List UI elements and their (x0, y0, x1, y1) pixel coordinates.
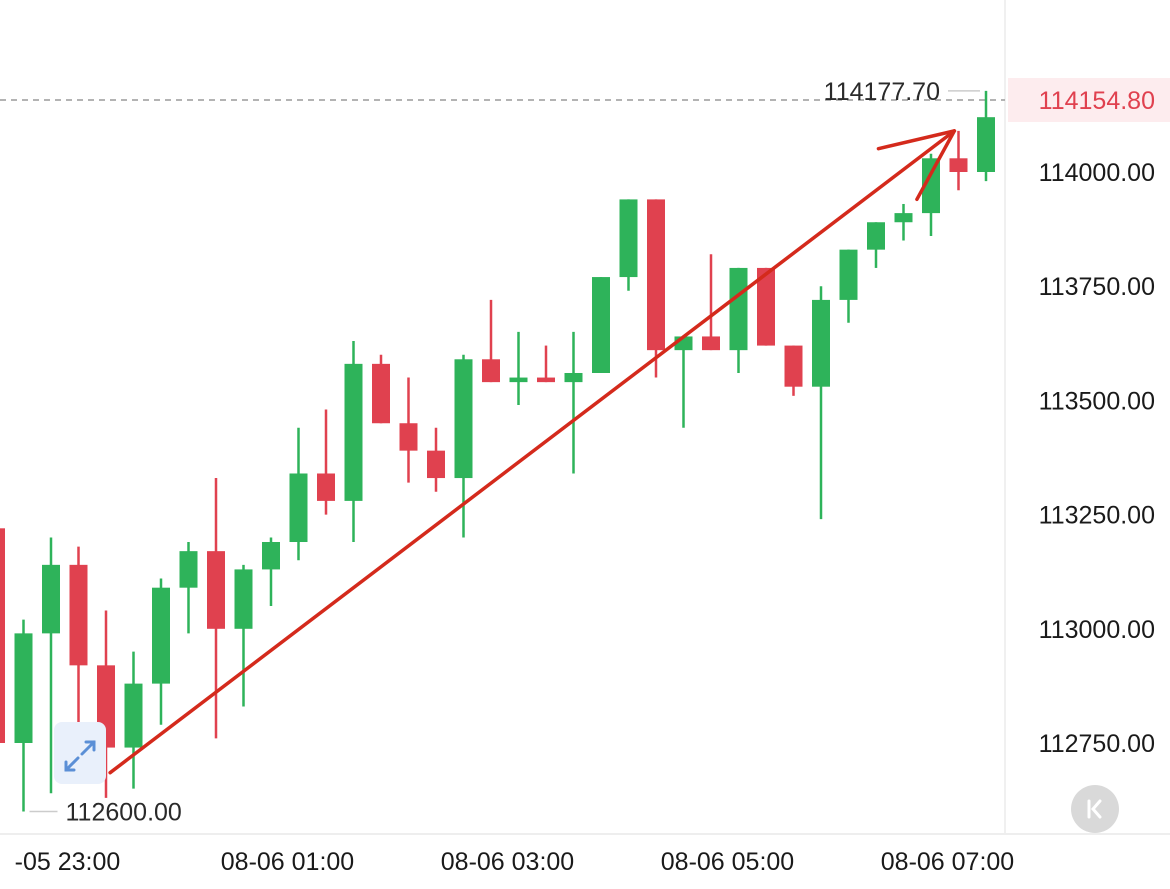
candle (647, 199, 665, 378)
candle (537, 345, 555, 383)
candle-body (234, 569, 253, 629)
candle-body (784, 345, 803, 387)
candle-body (69, 564, 88, 666)
candle-body (399, 423, 418, 451)
collapse-left-icon (1087, 799, 1102, 819)
candle (729, 267, 748, 373)
current-price-label: 114154.80 (1039, 87, 1155, 115)
candle (207, 478, 225, 739)
candle-body (262, 542, 280, 570)
expand-diagonal-icon (64, 740, 96, 772)
time-tick-label: 08-06 07:00 (881, 848, 1014, 876)
time-tick-label: 08-06 03:00 (441, 848, 574, 876)
trend-arrow-head (876, 129, 957, 202)
candle-body (427, 450, 445, 479)
candle-body (977, 117, 995, 172)
price-tick-label: 114000.00 (1039, 159, 1155, 187)
price-axis: 114000.00 113750.00 113500.00 113250.00 1130… (1039, 159, 1155, 758)
time-axis: -05 23:00 08-06 01:00 08-06 03:00 08-06 05:… (15, 848, 1015, 876)
time-tick-label: 08-06 01:00 (221, 848, 354, 876)
candle (399, 377, 418, 483)
price-tick-label: 113250.00 (1039, 502, 1155, 530)
candle-body (289, 473, 308, 543)
candle-body (0, 528, 5, 743)
candle (482, 299, 500, 383)
candle (784, 345, 803, 396)
candle (702, 254, 720, 351)
collapse-left-button[interactable] (1071, 785, 1119, 833)
time-tick-label: 08-06 05:00 (661, 848, 794, 876)
candle (42, 537, 60, 794)
candle (262, 537, 280, 606)
candle (454, 354, 473, 538)
candle-body (729, 267, 748, 351)
candle-body (812, 299, 830, 387)
candle (317, 409, 335, 515)
candle-body (152, 587, 170, 684)
candle-body (619, 199, 638, 278)
candle-body (702, 336, 720, 351)
candle-body (867, 222, 885, 250)
candle-body (509, 377, 528, 383)
candle-body (317, 473, 335, 501)
candle-body (537, 377, 555, 383)
expand-button[interactable] (54, 722, 106, 784)
candle-body (124, 683, 143, 748)
candle (757, 267, 775, 346)
price-tick-label: 113750.00 (1039, 273, 1155, 301)
candle (427, 427, 445, 492)
candle (839, 249, 858, 323)
candle (0, 528, 5, 743)
candle-body (757, 267, 775, 346)
price-tick-label: 112750.00 (1039, 730, 1155, 758)
candle (564, 331, 583, 474)
candle-body (207, 551, 225, 629)
candle-body (372, 363, 390, 424)
candle (14, 619, 33, 812)
candle (372, 354, 390, 424)
candle-body (14, 633, 33, 743)
trend-arrow (108, 129, 957, 775)
current-price-badge (1008, 78, 1170, 122)
candle-body (179, 551, 198, 588)
candle-body (564, 372, 583, 383)
candle-body (592, 277, 610, 373)
price-tick-label: 113500.00 (1039, 387, 1155, 415)
candle (289, 427, 308, 561)
candle-body (949, 158, 968, 172)
candle (867, 222, 885, 268)
candle-body (647, 199, 665, 351)
candle (922, 153, 940, 236)
candle (619, 199, 638, 291)
candle (977, 90, 995, 182)
trend-arrow-shaft (108, 129, 957, 775)
high-marker-label: 114177.70 (824, 78, 940, 106)
candle (592, 277, 610, 373)
markers-layer: 114154.80 114177.70 112600.00 (29, 78, 1170, 827)
time-tick-label: -05 23:00 (15, 848, 121, 876)
candle-body (839, 249, 858, 300)
candle-body (344, 363, 363, 501)
candle-body (482, 359, 500, 383)
candle-body (894, 213, 913, 223)
candle (152, 578, 170, 725)
candle (179, 542, 198, 634)
candle (509, 331, 528, 405)
candles-layer (0, 90, 995, 812)
candle (344, 341, 363, 543)
price-tick-label: 113000.00 (1039, 616, 1155, 644)
candle-body (922, 158, 940, 214)
candle (674, 336, 693, 428)
candle (234, 564, 253, 707)
candle (949, 130, 968, 191)
candle-body (454, 359, 473, 479)
candle (894, 203, 913, 241)
candle (812, 286, 830, 520)
candle (124, 651, 143, 789)
candle-body (42, 564, 60, 634)
low-marker-label: 112600.00 (66, 799, 182, 827)
